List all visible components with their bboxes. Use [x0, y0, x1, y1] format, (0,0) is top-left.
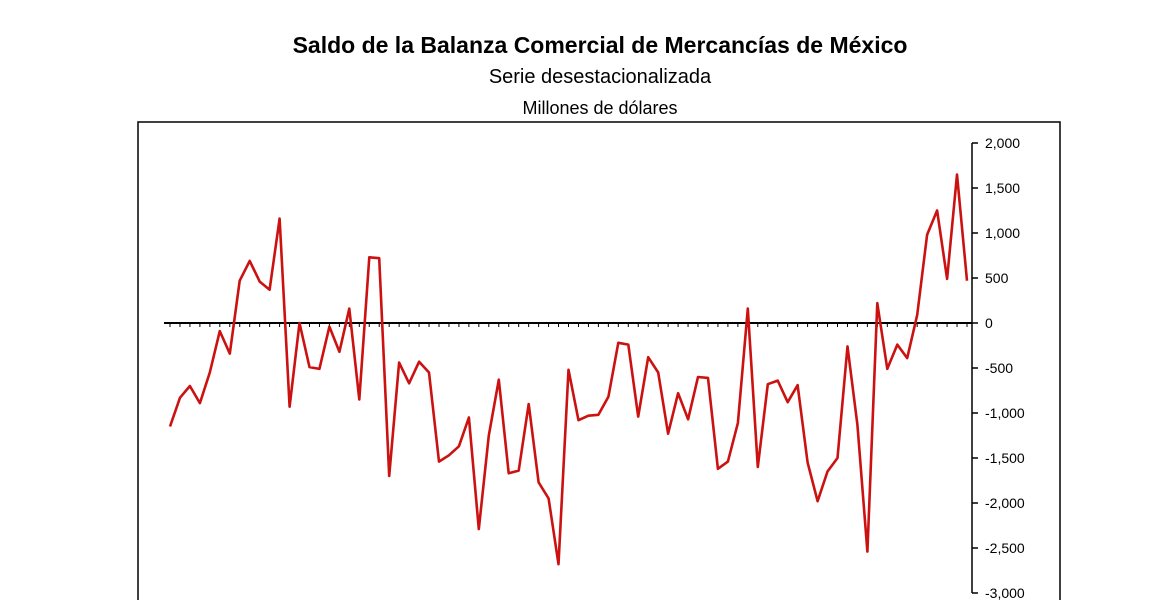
y-tick-label: -1,500: [985, 450, 1025, 466]
chart-title: Saldo de la Balanza Comercial de Mercanc…: [292, 32, 908, 58]
plot-frame: [137, 121, 1061, 600]
y-tick-label: -2,000: [985, 495, 1025, 511]
series-layer: [168, 173, 969, 566]
y-tick-label: 1,000: [985, 225, 1020, 241]
y-tick-label: -3,000: [985, 585, 1025, 600]
chart-subtitle: Serie desestacionalizada: [488, 66, 712, 88]
y-tick-label: -2,500: [985, 540, 1025, 556]
y-tick-label: 500: [985, 270, 1009, 286]
chart-units: Millones de dólares: [522, 98, 678, 118]
y-tick-label: 2,000: [985, 135, 1020, 151]
y-tick-label: 1,500: [985, 180, 1020, 196]
y-axis: 2,000 1,500 1,000 500 0 -500 -1,000 -1,500 -2,00…: [971, 135, 1025, 600]
series-line: [168, 173, 969, 566]
y-tick-label: -500: [985, 360, 1013, 376]
y-tick-label: -1,000: [985, 405, 1025, 421]
y-tick-label: 0: [985, 315, 993, 331]
